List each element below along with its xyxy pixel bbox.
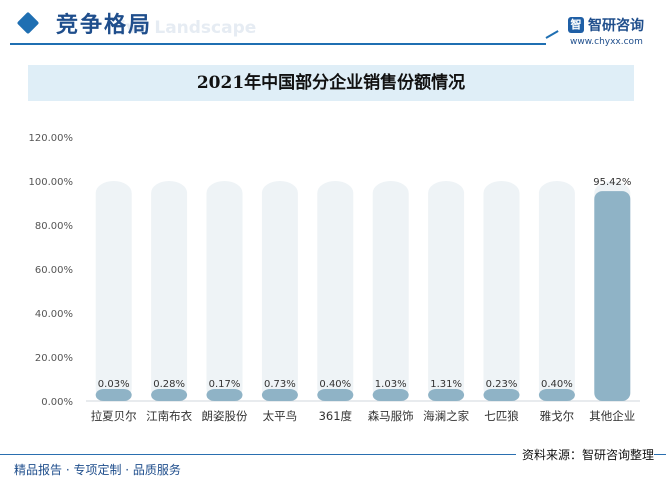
data-label: 0.23% [486, 379, 518, 390]
x-tick-label: 雅戈尔 [540, 409, 575, 423]
x-tick-label: 朗姿股份 [202, 409, 248, 423]
bar-background [538, 181, 575, 401]
bar-chart: 0.00% 20.00% 40.00% 60.00% 80.00% 100.00% 120.… [29, 133, 640, 423]
chart-title: 2021年中国部分企业销售份额情况 [196, 73, 466, 93]
bar [95, 389, 132, 401]
bar [428, 389, 465, 401]
brand-url: www.chyxx.com [570, 37, 643, 47]
brand-name: 智研咨询 [588, 18, 644, 34]
bar [372, 389, 409, 401]
bar [483, 389, 520, 401]
bar-background [151, 181, 188, 401]
brand-logo-icon: 智 [568, 17, 584, 33]
bar-background [483, 181, 520, 401]
x-tick-label: 森马服饰 [368, 409, 414, 423]
bar-background [428, 181, 465, 401]
data-label: 0.73% [264, 379, 296, 390]
bar-background [261, 181, 298, 401]
bar [206, 389, 243, 401]
x-tick-label: 七匹狼 [484, 409, 519, 423]
bar [317, 389, 354, 401]
data-label: 0.28% [153, 379, 185, 390]
header-title: 竞争格局 [56, 13, 153, 38]
header-subtitle: ive Landscape [120, 18, 257, 38]
header-underline-tip [545, 30, 559, 39]
bar [594, 191, 631, 401]
y-tick-label: 20.00% [35, 353, 73, 364]
bar [151, 389, 188, 401]
footer-tagline: 精品报告 · 专项定制 · 品质服务 [14, 463, 181, 477]
data-label: 95.42% [593, 177, 631, 188]
bar-background [206, 181, 243, 401]
data-label: 0.40% [319, 379, 351, 390]
bar-background [317, 181, 354, 401]
data-label: 0.03% [98, 379, 130, 390]
x-tick-label: 海澜之家 [423, 409, 469, 423]
footer-divider [0, 454, 666, 455]
header-diamond-icon [16, 11, 40, 35]
data-label: 0.40% [541, 379, 573, 390]
x-tick-label: 361度 [319, 409, 353, 423]
bar-background [95, 181, 132, 401]
y-tick-label: 40.00% [35, 309, 73, 320]
x-tick-label: 拉夏贝尔 [91, 409, 137, 423]
data-label: 0.17% [209, 379, 241, 390]
y-tick-label: 80.00% [35, 221, 73, 232]
footer-source: 资料来源：智研咨询整理 [515, 446, 654, 463]
data-label: 1.31% [430, 379, 462, 390]
chart-title-box: 2021年中国部分企业销售份额情况 [28, 65, 634, 101]
header-underline [10, 43, 546, 45]
y-tick-label: 100.00% [29, 177, 74, 188]
bar [538, 389, 575, 401]
x-tick-label: 江南布衣 [146, 409, 192, 423]
y-tick-label: 0.00% [41, 397, 73, 408]
y-tick-label: 120.00% [29, 133, 74, 144]
x-tick-label: 其他企业 [589, 409, 635, 423]
bar [261, 389, 298, 401]
data-label: 1.03% [375, 379, 407, 390]
x-tick-label: 太平鸟 [263, 409, 298, 423]
bar-background [372, 181, 409, 401]
y-tick-label: 60.00% [35, 265, 73, 276]
